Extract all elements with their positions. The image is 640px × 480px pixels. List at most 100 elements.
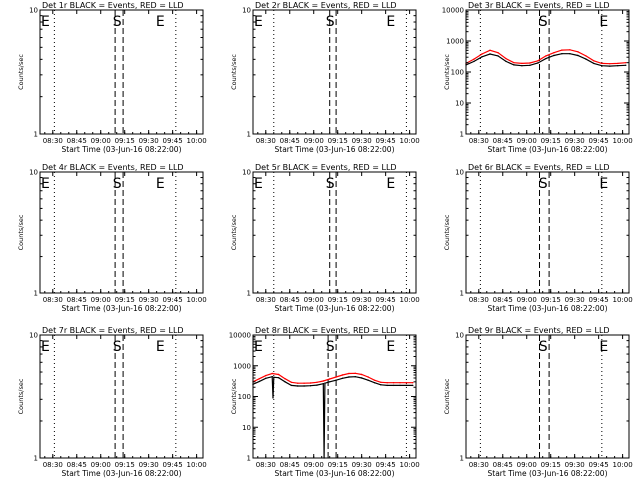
y-axis-label: Counts/sec — [17, 378, 25, 414]
plot-frame — [39, 334, 204, 459]
x-tick-label: 09:45 — [163, 461, 183, 469]
event-marker-label: E — [254, 14, 263, 30]
data-point — [497, 55, 499, 57]
data-point — [367, 379, 369, 381]
x-tick-label: 09:30 — [139, 461, 159, 469]
event-marker-label: E — [254, 339, 263, 355]
x-axis-label: Start Time (03-Jun-16 08:22:00) — [488, 145, 608, 154]
x-axis-label: Start Time (03-Jun-16 08:22:00) — [62, 145, 182, 154]
panel-title: Det 9r BLACK = Events, RED = LLD — [468, 326, 610, 335]
data-point — [405, 384, 408, 387]
data-point — [348, 372, 350, 375]
plot-frame — [39, 9, 204, 135]
data-point — [258, 380, 261, 383]
data-point — [617, 62, 619, 65]
x-tick-label: 10:00 — [613, 461, 633, 469]
data-point — [373, 379, 376, 381]
data-point — [386, 382, 388, 384]
panel-title: Det 5r BLACK = Events, RED = LLD — [255, 163, 397, 172]
x-tick-label: 08:45 — [280, 461, 300, 469]
event-marker-label: E — [599, 339, 608, 355]
x-tick-label: 09:45 — [163, 137, 183, 145]
data-point — [601, 62, 603, 65]
data-point — [609, 65, 611, 67]
data-point — [322, 380, 324, 382]
event-marker-label: E — [156, 339, 165, 355]
x-tick-label: 09:00 — [517, 461, 537, 469]
panel-title: Det 7r BLACK = Events, RED = LLD — [42, 326, 184, 335]
data-point — [373, 382, 376, 384]
event-marker-label: E — [386, 14, 395, 30]
detector-panel: Det 1r BLACK = Events, RED = LLD Counts/s… — [17, 1, 207, 154]
data-point — [569, 53, 571, 55]
data-point — [284, 381, 286, 383]
x-tick-label: 10:00 — [187, 137, 207, 145]
y-tick-label: 10 — [242, 169, 251, 177]
event-marker-label: S — [539, 339, 548, 355]
data-point — [577, 54, 579, 57]
x-tick-label: 09:45 — [376, 137, 396, 145]
data-point — [272, 397, 274, 399]
x-tick-label: 10:00 — [613, 137, 633, 145]
data-point — [625, 62, 627, 64]
data-point — [481, 56, 483, 58]
x-tick-label: 08:30 — [469, 461, 489, 469]
x-tick-label: 09:30 — [352, 461, 372, 469]
y-tick-label: 10 — [455, 332, 464, 340]
data-point — [309, 382, 312, 384]
x-tick-label: 08:45 — [493, 461, 513, 469]
x-tick-label: 09:45 — [589, 296, 609, 304]
y-tick-label: 100 — [451, 69, 464, 77]
data-point — [290, 384, 293, 387]
data-point — [380, 381, 382, 383]
data-point — [569, 49, 571, 51]
data-point — [361, 373, 363, 376]
event-marker-label: E — [156, 176, 165, 192]
y-tick-label: 1 — [34, 131, 38, 139]
data-point — [284, 378, 286, 380]
data-point — [405, 382, 408, 384]
y-tick-label: 1 — [247, 131, 251, 139]
data-point — [399, 384, 401, 387]
x-axis-label: Start Time (03-Jun-16 08:22:00) — [62, 304, 182, 313]
x-tick-label: 09:15 — [115, 137, 135, 145]
data-point — [609, 63, 611, 65]
series-line-events — [252, 375, 413, 459]
detector-panel: Det 4r BLACK = Events, RED = LLD Counts/s… — [17, 163, 207, 313]
event-marker-label: E — [599, 14, 608, 30]
x-axis-label: Start Time (03-Jun-16 08:22:00) — [62, 469, 182, 478]
data-point — [297, 385, 299, 387]
x-tick-label: 09:00 — [517, 296, 537, 304]
y-tick-label: 10 — [242, 424, 251, 432]
data-point — [412, 382, 414, 384]
detector-panel: Det 5r BLACK = Events, RED = LLD Counts/s… — [230, 163, 420, 313]
data-point — [473, 58, 475, 60]
y-axis-label: Counts/sec — [443, 378, 451, 414]
y-tick-label: 100 — [238, 393, 251, 401]
x-tick-label: 09:00 — [304, 461, 324, 469]
data-point — [497, 52, 499, 54]
x-tick-label: 10:00 — [400, 296, 420, 304]
data-point — [561, 49, 563, 51]
data-point — [537, 60, 539, 62]
y-tick-label: 1000 — [446, 38, 464, 46]
detector-panel: Det 3r BLACK = Events, RED = LLD Counts/s… — [442, 1, 633, 154]
y-tick-label: 10 — [455, 100, 464, 108]
y-axis-label: Counts/sec — [230, 214, 238, 250]
plot-frame — [252, 171, 417, 294]
x-tick-label: 08:30 — [469, 296, 489, 304]
data-point — [303, 382, 305, 384]
data-point — [335, 379, 337, 381]
x-tick-label: 09:15 — [328, 461, 348, 469]
y-tick-label: 10 — [29, 7, 38, 15]
detector-panel: Det 8r BLACK = Events, RED = LLD Counts/s… — [229, 326, 420, 478]
data-point — [277, 373, 280, 376]
y-tick-label: 1000 — [233, 362, 251, 370]
x-axis-label: Start Time (03-Jun-16 08:22:00) — [488, 304, 608, 313]
data-point — [303, 385, 305, 387]
x-tick-label: 08:30 — [43, 137, 63, 145]
data-point — [481, 53, 483, 55]
data-point — [316, 381, 318, 383]
x-tick-label: 10:00 — [400, 137, 420, 145]
data-point — [335, 376, 337, 378]
